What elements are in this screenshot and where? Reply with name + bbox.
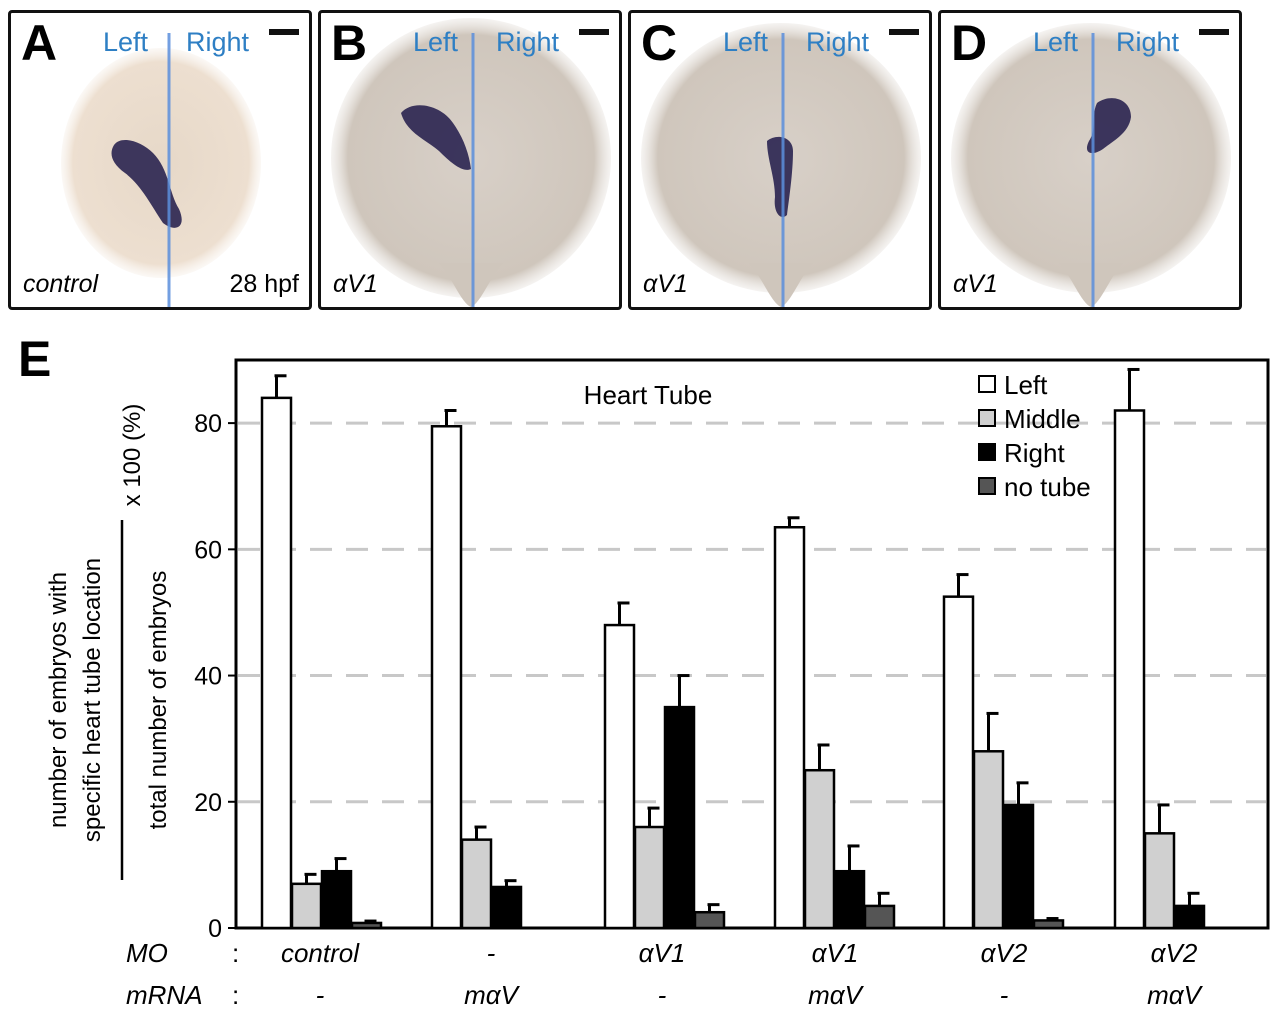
mrna-value: mαV <box>1147 980 1201 1010</box>
bar <box>972 750 1005 930</box>
mrna-row-sep: : <box>232 980 240 1010</box>
bar <box>1113 409 1146 930</box>
y-tick-label: 20 <box>194 789 222 817</box>
bar <box>1143 832 1176 930</box>
condition-label: αV1 <box>333 270 378 298</box>
bar <box>633 825 666 930</box>
chart-title: Heart Tube <box>584 380 713 410</box>
mo-value: control <box>280 938 360 968</box>
legend-label: Right <box>1004 438 1065 468</box>
right-label: Right <box>806 27 870 57</box>
right-label: Right <box>1116 27 1180 57</box>
heart-stain <box>767 136 793 217</box>
mrna-value: - <box>657 980 667 1010</box>
legend-label: Left <box>1004 370 1048 400</box>
panel-a: A Left Right control 28 hpf <box>8 10 312 310</box>
legend-swatch <box>978 443 996 461</box>
legend-label: no tube <box>1004 472 1091 502</box>
bar <box>863 904 896 930</box>
legend-swatch <box>978 477 996 495</box>
embryo-body <box>331 18 611 298</box>
bar <box>693 910 726 930</box>
panel-c: C Left Right αV1 <box>628 10 932 310</box>
embryo-body <box>61 48 261 278</box>
panel-letter: D <box>951 15 988 71</box>
bar <box>1173 904 1206 930</box>
mrna-value: - <box>999 980 1009 1010</box>
left-label: Left <box>1033 27 1079 57</box>
embryo-tail <box>1059 263 1123 307</box>
scale-bar <box>889 29 919 35</box>
embryo-tail <box>439 263 503 307</box>
bar <box>773 525 806 930</box>
embryo-image-3 <box>951 23 1231 307</box>
bar <box>320 869 353 930</box>
left-label: Left <box>723 27 769 57</box>
bar <box>942 595 975 930</box>
y-axis-factor: x 100 (%) <box>119 404 146 507</box>
legend-swatch <box>978 375 996 393</box>
mo-value: - <box>486 938 496 968</box>
heart-stain <box>111 139 182 228</box>
mo-row-sep: : <box>232 938 240 968</box>
heart-stain <box>1086 98 1131 154</box>
y-axis-denominator: total number of embryos <box>145 571 172 830</box>
bar <box>1032 919 1065 930</box>
mo-value: αV1 <box>638 938 686 968</box>
embryo-image-2 <box>641 23 921 307</box>
mo-value: αV1 <box>811 938 859 968</box>
scale-bar <box>269 29 299 35</box>
mrna-value: - <box>315 980 325 1010</box>
y-tick-label: 60 <box>194 536 222 564</box>
embryo-body <box>951 23 1231 293</box>
plot-frame <box>234 358 1270 930</box>
condition-label: αV1 <box>643 270 688 298</box>
panel-e-letter: E <box>18 331 52 387</box>
right-label: Right <box>496 27 560 57</box>
mrna-row-label: mRNA <box>126 980 203 1010</box>
scale-bar <box>579 29 609 35</box>
bar <box>603 623 636 930</box>
legend-swatch <box>978 409 996 427</box>
y-tick-label: 40 <box>194 663 222 691</box>
left-label: Left <box>413 27 459 57</box>
bar <box>663 705 696 930</box>
heart-stain <box>401 105 471 170</box>
panel-letter: A <box>21 15 58 71</box>
mo-value: αV2 <box>1150 938 1198 968</box>
embryo-tail <box>749 263 813 307</box>
panel-b: B Left Right αV1 <box>318 10 622 310</box>
legend-label: Middle <box>1004 404 1081 434</box>
bar <box>430 425 463 930</box>
embryo-image-1 <box>331 18 611 307</box>
bar <box>490 885 523 930</box>
bar <box>290 882 323 930</box>
bar <box>350 921 383 930</box>
panel-d: D Left Right αV1 <box>938 10 1242 310</box>
bar <box>260 396 293 930</box>
bar <box>803 768 836 930</box>
y-axis-numerator-line1: number of embryos with <box>45 572 72 828</box>
mrna-value: mαV <box>464 980 518 1010</box>
y-tick-label: 80 <box>194 410 222 438</box>
scale-bar <box>1199 29 1229 35</box>
left-label: Left <box>103 27 149 57</box>
bar <box>833 869 866 930</box>
embryo-image-0 <box>61 33 261 307</box>
stage-label: 28 hpf <box>229 270 299 298</box>
y-tick-label: 0 <box>208 915 222 943</box>
mo-value: αV2 <box>980 938 1028 968</box>
mrna-value: mαV <box>808 980 862 1010</box>
panel-letter: B <box>331 15 368 71</box>
right-label: Right <box>186 27 250 57</box>
panel-letter: C <box>641 15 678 71</box>
condition-label: αV1 <box>953 270 998 298</box>
bar <box>460 838 493 930</box>
mo-row-label: MO <box>126 938 168 968</box>
condition-label: control <box>23 270 99 298</box>
y-axis-numerator-line2: specific heart tube location <box>79 558 106 842</box>
bar <box>1002 803 1035 930</box>
